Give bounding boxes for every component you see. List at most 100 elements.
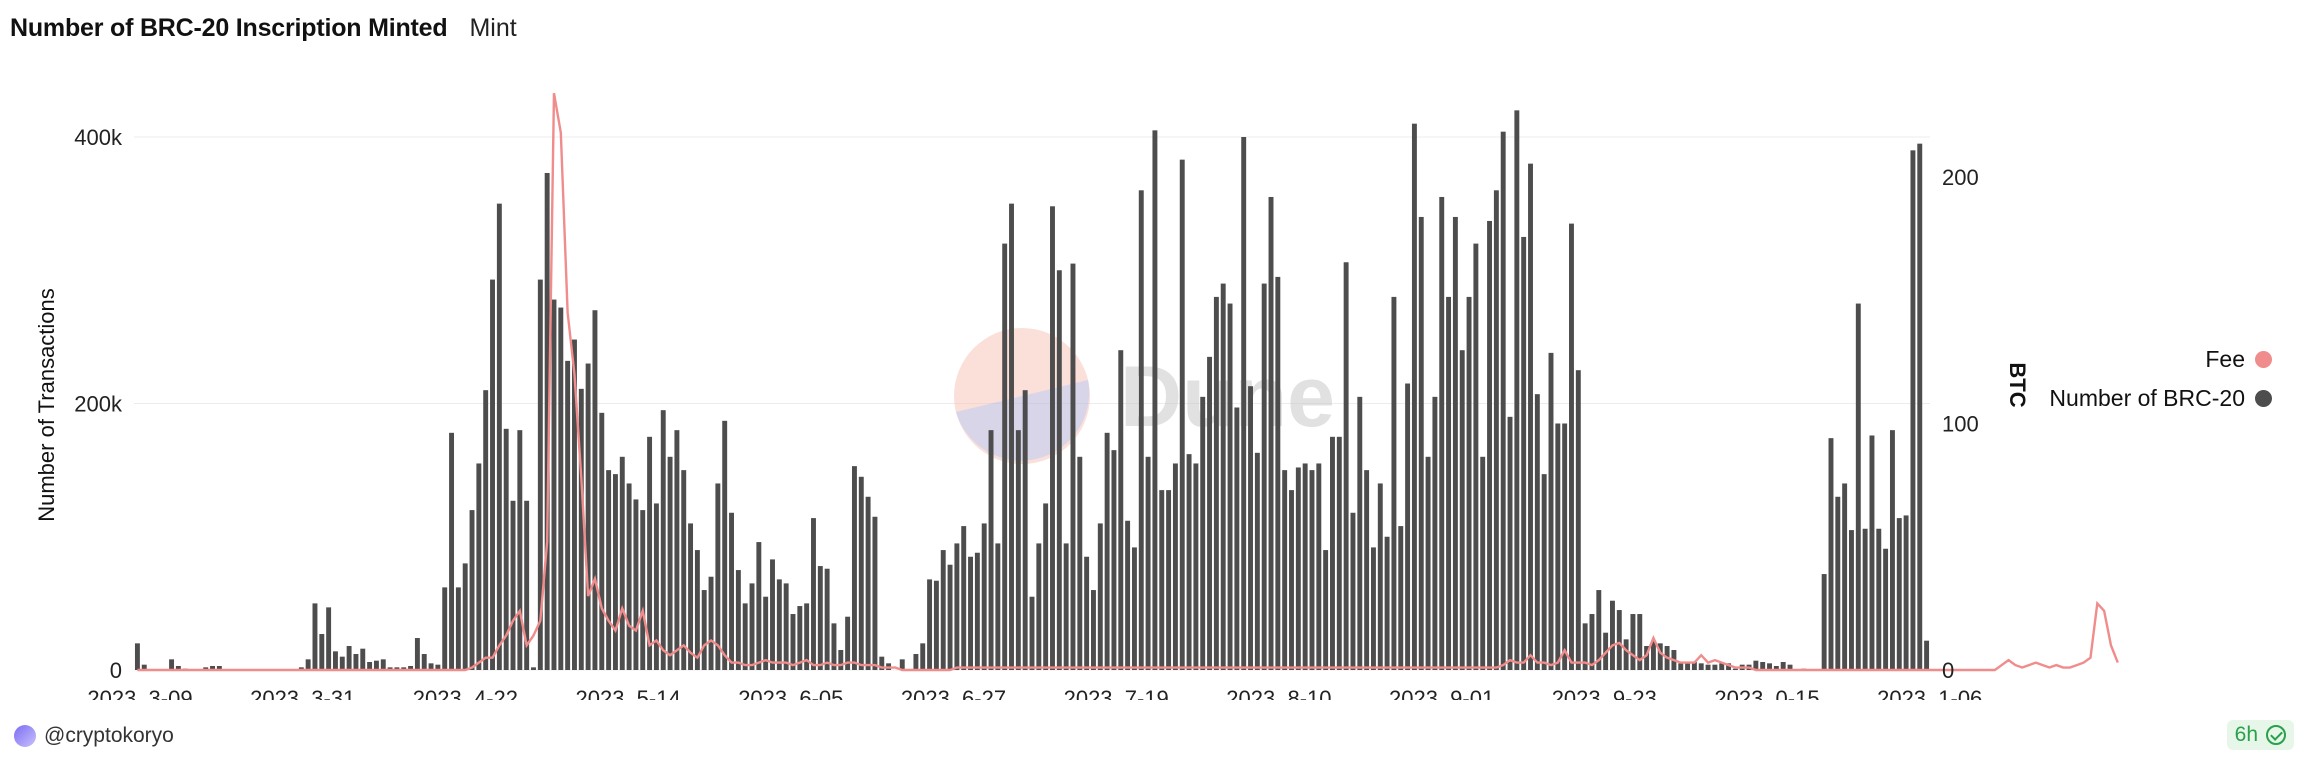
- bar: [1903, 515, 1909, 670]
- bar: [298, 667, 304, 670]
- bar: [776, 579, 782, 670]
- legend-dot-brc20: [2255, 390, 2272, 407]
- bar: [1610, 600, 1615, 670]
- x-tick-label: 2023..9-23: [1552, 686, 1657, 700]
- bar: [1097, 523, 1103, 670]
- bar: [1309, 470, 1315, 671]
- bar: [1623, 639, 1629, 670]
- bar: [729, 512, 734, 670]
- bar: [1678, 663, 1684, 670]
- bar: [1528, 163, 1533, 670]
- bar: [578, 388, 584, 670]
- bar: [749, 583, 755, 670]
- bar: [1425, 456, 1431, 670]
- refresh-status-badge[interactable]: 6h: [2226, 720, 2294, 750]
- author-link[interactable]: @cryptokoryo: [14, 724, 174, 748]
- bar: [1330, 436, 1335, 670]
- bar: [954, 543, 960, 670]
- x-tick-label: 2023..4-22: [413, 686, 518, 700]
- x-tick-label: 2023..7-19: [1064, 686, 1169, 700]
- chart-subtitle-tab[interactable]: Mint: [469, 13, 517, 42]
- bar: [558, 307, 564, 670]
- bar: [1220, 283, 1226, 670]
- bar: [1207, 356, 1213, 670]
- x-tick-label: 2023..9-01: [1389, 686, 1494, 700]
- bar: [1282, 470, 1288, 671]
- bar: [175, 666, 181, 670]
- bar: [1370, 547, 1376, 670]
- bar: [1111, 450, 1117, 670]
- bar: [1241, 137, 1247, 670]
- bar: [1835, 496, 1841, 670]
- x-tick-label: 2023..3-31: [250, 686, 355, 700]
- bar: [1418, 216, 1424, 670]
- bar: [1131, 547, 1137, 670]
- bar: [681, 470, 687, 671]
- bar: [899, 659, 905, 670]
- bar: [169, 659, 175, 670]
- bar: [1767, 663, 1772, 670]
- bar: [1036, 543, 1042, 670]
- bar: [1323, 550, 1329, 670]
- bar: [1268, 196, 1274, 670]
- bar: [1698, 663, 1704, 670]
- bar: [1493, 190, 1499, 671]
- bar: [1924, 640, 1930, 670]
- bar: [373, 660, 379, 670]
- bar: [770, 559, 775, 670]
- legend-item-brc20[interactable]: Number of BRC-20: [2049, 385, 2272, 412]
- bar: [1336, 436, 1342, 670]
- bar: [469, 510, 475, 670]
- bar: [592, 310, 598, 670]
- bar: [783, 583, 789, 670]
- bar: [1043, 503, 1049, 670]
- x-axis-ticks: 2023..3-09 2023..3-31 2023..4-22 2023..5-14…: [87, 686, 1982, 700]
- bar: [1364, 470, 1370, 671]
- bar: [1350, 512, 1356, 670]
- bar: [353, 654, 359, 670]
- bar: [1343, 262, 1349, 670]
- bar: [449, 432, 455, 670]
- bar: [1534, 394, 1540, 670]
- bar: [1391, 296, 1397, 670]
- bar: [1159, 490, 1165, 670]
- bar: [961, 526, 967, 670]
- bar: [735, 570, 741, 670]
- bar: [1855, 303, 1861, 670]
- bar: [435, 664, 441, 670]
- bar: [913, 654, 919, 670]
- bar: [674, 430, 680, 670]
- bar: [933, 580, 939, 670]
- bar: [804, 603, 810, 671]
- bar: [1630, 614, 1636, 670]
- bar: [1070, 263, 1076, 670]
- bar: [1172, 463, 1178, 670]
- bar: [968, 556, 973, 670]
- x-tick-label: 2023..3-09: [87, 686, 192, 700]
- bar: [312, 603, 318, 671]
- bar: [1842, 483, 1848, 670]
- legend-label-fee: Fee: [2205, 346, 2245, 372]
- bar: [1254, 452, 1260, 670]
- bar: [824, 568, 830, 670]
- svg-text:Dune: Dune: [1120, 349, 1335, 445]
- legend-item-fee[interactable]: Fee: [2049, 346, 2272, 373]
- bar: [346, 646, 352, 670]
- bar: [1644, 646, 1650, 670]
- y2-tick-label: 100: [1942, 412, 1979, 437]
- bar: [845, 616, 851, 670]
- bar: [1138, 190, 1144, 671]
- legend-label-brc20: Number of BRC-20: [2049, 385, 2245, 411]
- bar: [1022, 390, 1028, 670]
- bar: [1473, 243, 1479, 670]
- bar: [633, 499, 639, 670]
- bar: [715, 483, 721, 670]
- bar: [619, 456, 625, 670]
- y-tick-label: 400k: [74, 125, 123, 150]
- bar: [742, 603, 748, 671]
- bar: [1091, 590, 1096, 670]
- bar: [1316, 463, 1322, 670]
- bar: [517, 430, 523, 670]
- bar: [1398, 526, 1404, 670]
